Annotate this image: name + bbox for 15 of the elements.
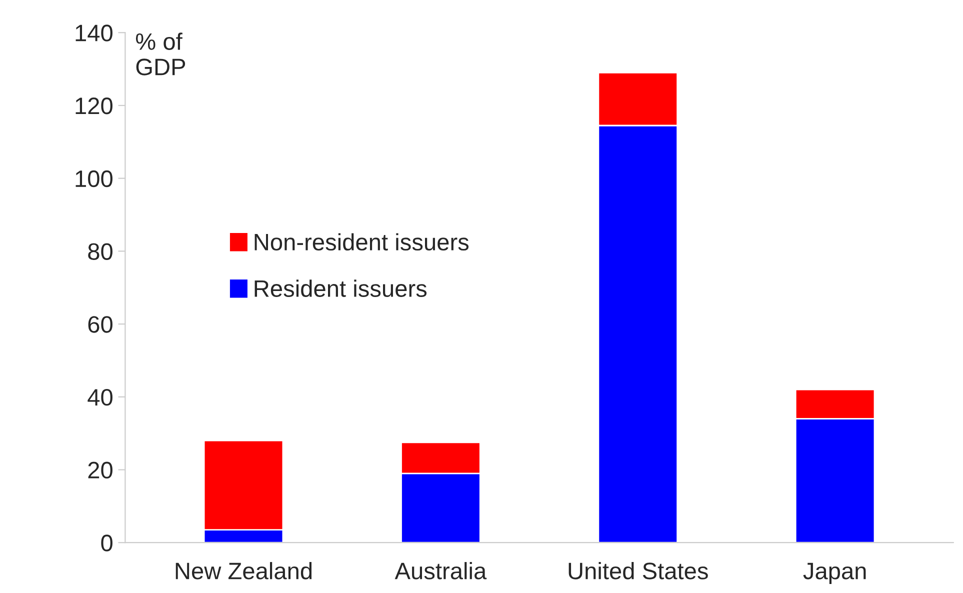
legend-label: Resident issuers: [254, 280, 427, 297]
y-tick-label: 140: [76, 24, 112, 42]
y-tick-label: 0: [101, 534, 112, 552]
y-tick-label: 100: [76, 170, 112, 188]
legend-label: Non-resident issuers: [254, 233, 469, 251]
y-tick-label: 120: [76, 98, 112, 114]
x-tick-label: United States: [568, 562, 708, 580]
y-tick-label: 20: [88, 462, 112, 479]
y-tick-label: 60: [88, 316, 112, 333]
x-tick-label: Japan: [803, 562, 866, 584]
y-tick-label: 80: [88, 243, 112, 260]
y-axis-title: % of GDP: [136, 32, 186, 76]
x-tick-label: New Zealand: [176, 562, 312, 580]
x-tick-label: Australia: [394, 562, 487, 580]
y-tick-label: 40: [88, 388, 112, 406]
